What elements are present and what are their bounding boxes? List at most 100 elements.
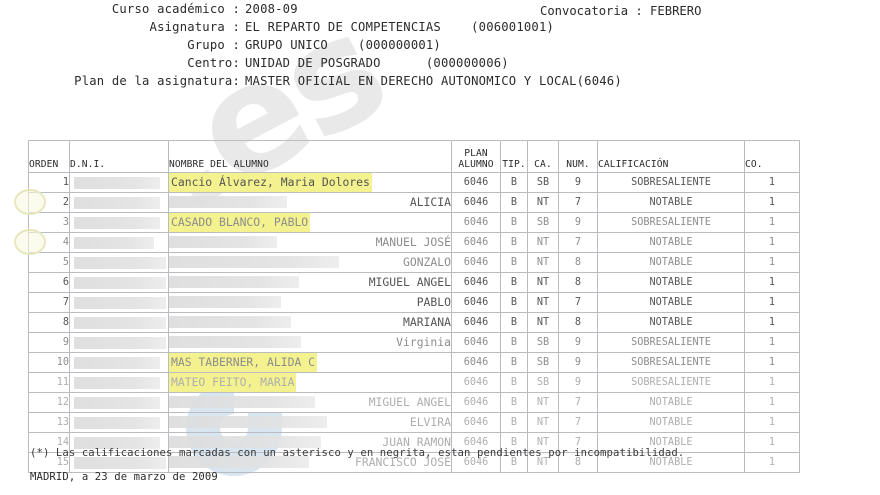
table-row[interactable]: 12 MIGUEL ANGEL 6046 B NT 7 NOTABLE 1: [28, 392, 800, 413]
student-name: MIGUEL ANGEL: [368, 395, 451, 409]
table-row[interactable]: 5 GONZALO 6046 B NT 8 NOTABLE 1: [28, 252, 800, 273]
cell-dni: [69, 412, 169, 433]
cell-orden: 4: [28, 232, 70, 253]
col-header-num: NUM.: [558, 140, 598, 173]
cell-dni: [69, 292, 169, 313]
table-row[interactable]: 6 MIGUEL ANGEL 6046 B NT 8 NOTABLE 1: [28, 272, 800, 293]
redaction-bar-dni: [74, 317, 166, 329]
meta-value-centro: UNIDAD DE POSGRADO (000000006): [245, 56, 509, 70]
cell-num: 7: [558, 232, 598, 253]
convocatoria-text: Convocatoria : FEBRERO: [540, 4, 702, 18]
table-row[interactable]: 10 MAS TABERNER, ALIDA C 6046 B SB 9 SOBRESALI…: [28, 352, 800, 373]
cell-nombre: MANUEL JOSÉ: [168, 232, 452, 253]
table-header: ORDEN D.N.I. NOMBRE DEL ALUMNO PLAN ALUM…: [28, 140, 800, 173]
redaction-bar-nombre: [169, 196, 287, 208]
redaction-bar-nombre: [169, 276, 299, 288]
table-row[interactable]: 3 CASADO BLANCO, PABLO 6046 B SB 9 SOBRESALIEN…: [28, 212, 800, 233]
cell-dni: [69, 352, 169, 373]
col-header-plan-line1: PLAN: [464, 148, 488, 159]
student-name: ALICIA: [409, 195, 451, 209]
cell-tip: B: [500, 252, 528, 273]
cell-ca: NT: [527, 412, 559, 433]
cell-ca: NT: [527, 452, 559, 473]
cell-co: 1: [744, 312, 800, 333]
cell-ca: SB: [527, 352, 559, 373]
cell-ca: SB: [527, 372, 559, 393]
student-name: ELVIRA: [409, 415, 451, 429]
table-row[interactable]: 13 ELVIRA 6046 B NT 7 NOTABLE 1: [28, 412, 800, 433]
table-row[interactable]: 7 PABLO 6046 B NT 7 NOTABLE 1: [28, 292, 800, 313]
cell-ca: NT: [527, 292, 559, 313]
col-header-dni: D.N.I.: [69, 140, 169, 173]
cell-orden: 7: [28, 292, 70, 313]
cell-num: 7: [558, 292, 598, 313]
cell-plan-alumno: 6046: [451, 372, 501, 393]
cell-dni: [69, 212, 169, 233]
student-name: MIGUEL ANGEL: [368, 275, 451, 289]
table-row[interactable]: 11 MATEO FEITO, MARIA 6046 B SB 9 SOBRESALIENT…: [28, 372, 800, 393]
cell-ca: NT: [527, 272, 559, 293]
redaction-bar-dni: [74, 457, 166, 469]
cell-ca: NT: [527, 252, 559, 273]
redaction-bar-dni: [74, 337, 166, 349]
table-body: 1 Cancio Álvarez, Maria Dolores 6046 B SB 9 SO…: [28, 172, 800, 473]
student-name: Cancio Álvarez, Maria Dolores: [169, 173, 372, 192]
name-wrapper: MANUEL JOSÉ: [169, 234, 451, 252]
cell-tip: B: [500, 312, 528, 333]
cell-ca: NT: [527, 392, 559, 413]
meta-row-centro: Centro: UNIDAD DE POSGRADO (000000006): [0, 54, 880, 72]
cell-calificacion: SOBRESALIENTE: [597, 332, 745, 353]
cell-num: 9: [558, 372, 598, 393]
table-row[interactable]: 1 Cancio Álvarez, Maria Dolores 6046 B SB 9 SO…: [28, 172, 800, 193]
cell-plan-alumno: 6046: [451, 272, 501, 293]
name-wrapper: Cancio Álvarez, Maria Dolores: [169, 173, 451, 192]
col-header-plan-alumno: PLAN ALUMNO: [451, 140, 501, 173]
student-name: MAS TABERNER, ALIDA C: [169, 353, 318, 372]
cell-calificacion: NOTABLE: [597, 392, 745, 413]
redaction-bar-dni: [74, 197, 160, 209]
cell-orden: 1: [28, 172, 70, 193]
cell-plan-alumno: 6046: [451, 352, 501, 373]
cell-dni: [69, 372, 169, 393]
cell-plan-alumno: 6046: [451, 312, 501, 333]
cell-tip: B: [500, 272, 528, 293]
table-row[interactable]: 9 Virginia 6046 B SB 9 SOBRESALIENTE 1: [28, 332, 800, 353]
cell-tip: B: [500, 332, 528, 353]
meta-value-asignatura: EL REPARTO DE COMPETENCIAS (006001001): [245, 20, 555, 34]
cell-calificacion: NOTABLE: [597, 292, 745, 313]
cell-ca: NT: [527, 192, 559, 213]
cell-co: 1: [744, 212, 800, 233]
cell-calificacion: SOBRESALIENTE: [597, 372, 745, 393]
cell-plan-alumno: 6046: [451, 192, 501, 213]
cell-tip: B: [500, 172, 528, 193]
table-row[interactable]: 4 MANUEL JOSÉ 6046 B NT 7 NOTABLE 1: [28, 232, 800, 253]
table-row[interactable]: 2 ALICIA 6046 B NT 7 NOTABLE 1: [28, 192, 800, 213]
student-name: MARIANA: [402, 315, 451, 329]
cell-tip: B: [500, 452, 528, 473]
cell-num: 7: [558, 392, 598, 413]
cell-tip: B: [500, 352, 528, 373]
cell-num: 8: [558, 252, 598, 273]
meta-value-grupo: GRUPO UNICO (000000001): [245, 38, 441, 52]
cell-calificacion: NOTABLE: [597, 452, 745, 473]
cell-orden: 6: [28, 272, 70, 293]
meta-label-centro: Centro:: [187, 56, 240, 70]
cell-calificacion: NOTABLE: [597, 232, 745, 253]
cell-plan-alumno: 6046: [451, 212, 501, 233]
cell-orden: 9: [28, 332, 70, 353]
cell-tip: B: [500, 392, 528, 413]
table-row[interactable]: 8 MARIANA 6046 B NT 8 NOTABLE 1: [28, 312, 800, 333]
meta-row-asignatura: Asignatura : EL REPARTO DE COMPETENCIAS …: [0, 18, 880, 36]
cell-calificacion: NOTABLE: [597, 272, 745, 293]
cell-plan-alumno: 6046: [451, 412, 501, 433]
cell-dni: [69, 452, 169, 473]
redaction-bar-nombre: [169, 316, 291, 328]
student-name: MANUEL JOSÉ: [375, 235, 451, 249]
cell-nombre: MIGUEL ANGEL: [168, 272, 452, 293]
cell-co: 1: [744, 372, 800, 393]
cell-co: 1: [744, 332, 800, 353]
cell-nombre: GONZALO: [168, 252, 452, 273]
col-header-plan-line2: ALUMNO: [458, 159, 494, 170]
redaction-bar-dni: [74, 277, 166, 289]
col-header-ca: CA.: [527, 140, 559, 173]
